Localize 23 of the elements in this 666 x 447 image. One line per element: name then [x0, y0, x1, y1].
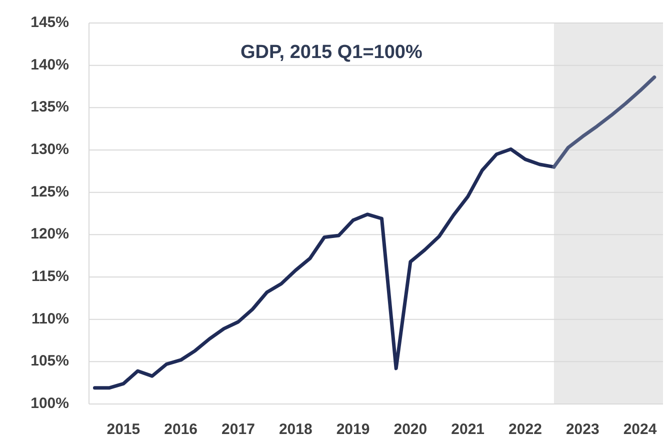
x-tick-label: 2015 [106, 421, 140, 438]
x-tick-label: 2019 [336, 421, 370, 438]
x-tick-label: 2020 [394, 421, 428, 438]
line-series [92, 147, 556, 390]
y-tick-label: 110% [31, 310, 69, 328]
y-tick-label: 115% [31, 268, 69, 285]
y-tick-label: 105% [30, 352, 69, 370]
x-tick-label: 2024 [623, 421, 658, 438]
y-tick-label: 145% [30, 14, 69, 31]
text: GDP, 2015 Q1=100% [240, 42, 422, 63]
x-tick-label: 2017 [222, 421, 255, 438]
y-tick-label: 125% [30, 183, 69, 200]
y-tick-label: 120% [30, 226, 69, 243]
x-tick-label: 2022 [508, 421, 542, 438]
x-tick-label: 2016 [164, 421, 198, 438]
line-series [552, 75, 656, 169]
y-tick-label: 140% [30, 56, 69, 74]
x-tick-label: 2018 [278, 421, 312, 438]
y-tick-label: 130% [30, 140, 69, 158]
x-tick-label: 2023 [566, 421, 600, 438]
y-tick-label: 100% [30, 394, 69, 412]
y-tick-label: 135% [30, 98, 69, 116]
x-tick-label: 2021 [451, 421, 485, 438]
